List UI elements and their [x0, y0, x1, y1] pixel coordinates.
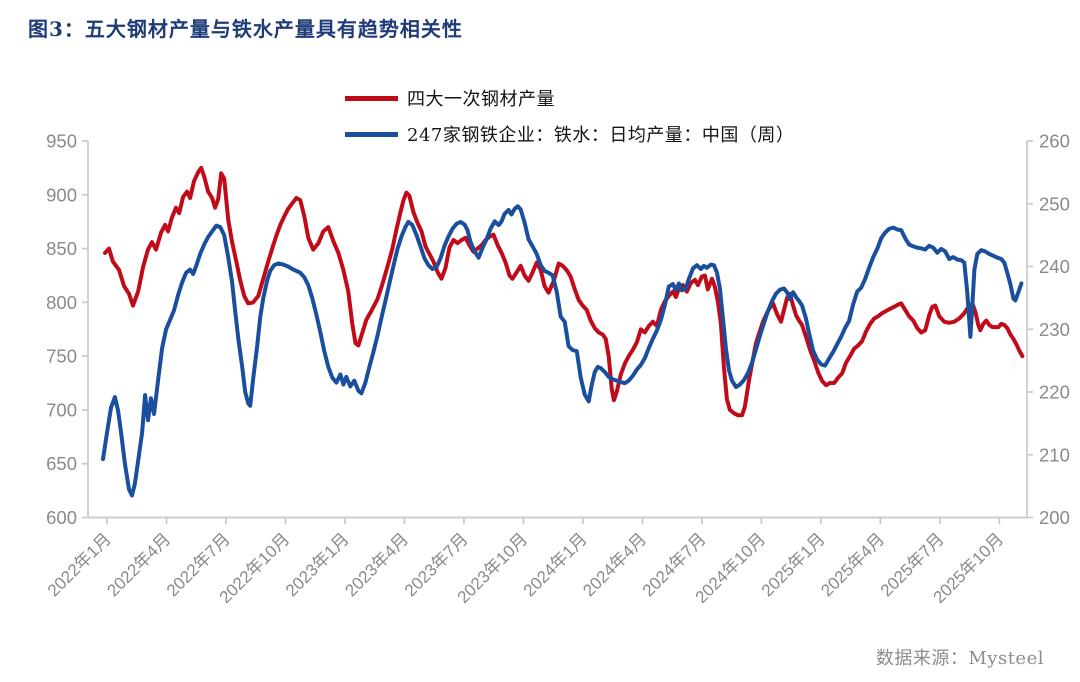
y-right-tick-label: 200 — [1039, 507, 1070, 528]
y-left-tick-label: 900 — [46, 184, 77, 205]
x-tick-label: 2025年1月 — [758, 529, 829, 600]
y-left-tick-label: 650 — [46, 453, 77, 474]
y-right-tick-label: 230 — [1039, 319, 1070, 340]
x-tick-label: 2025年4月 — [817, 529, 888, 600]
y-right-tick-label: 250 — [1039, 193, 1070, 214]
x-tick-label: 2023年4月 — [341, 529, 412, 600]
y-right-tick-label: 260 — [1039, 131, 1070, 152]
chart-legend: 四大一次钢材产量 247家钢铁企业：铁水：日均产量：中国（周） — [345, 85, 794, 147]
legend-item-steel-products: 四大一次钢材产量 — [345, 85, 794, 111]
legend-label: 247家钢铁企业：铁水：日均产量：中国（周） — [407, 125, 795, 146]
y-left-tick-label: 700 — [46, 399, 77, 420]
y-left-tick-label: 750 — [46, 346, 77, 367]
x-tick-label: 2024年1月 — [520, 529, 591, 600]
y-left-tick-label: 600 — [46, 507, 77, 528]
page-title: 图3：五大钢材产量与铁水产量具有趋势相关性 — [28, 17, 463, 41]
y-right-tick-label: 210 — [1039, 444, 1070, 465]
legend-item-hot-metal: 247家钢铁企业：铁水：日均产量：中国（周） — [345, 121, 794, 147]
y-left-tick-label: 850 — [46, 238, 77, 259]
hot-metal-series-line — [101, 204, 1024, 498]
data-source-note: 数据来源：Mysteel — [875, 648, 1044, 669]
legend-label: 四大一次钢材产量 — [407, 89, 555, 110]
steel-products-series-line — [103, 165, 1025, 418]
x-tick-label: 2022年4月 — [103, 529, 174, 600]
x-tick-label: 2023年1月 — [282, 529, 353, 600]
y-left-tick-label: 800 — [46, 292, 77, 313]
y-right-tick-label: 240 — [1039, 256, 1070, 277]
y-right-tick-label: 220 — [1039, 382, 1070, 403]
x-tick-label: 2022年1月 — [44, 529, 115, 600]
blue-line-swatch-icon — [345, 131, 398, 137]
x-tick-label: 2024年4月 — [579, 529, 650, 600]
y-left-tick-label: 950 — [46, 131, 77, 152]
red-line-swatch-icon — [345, 95, 398, 101]
